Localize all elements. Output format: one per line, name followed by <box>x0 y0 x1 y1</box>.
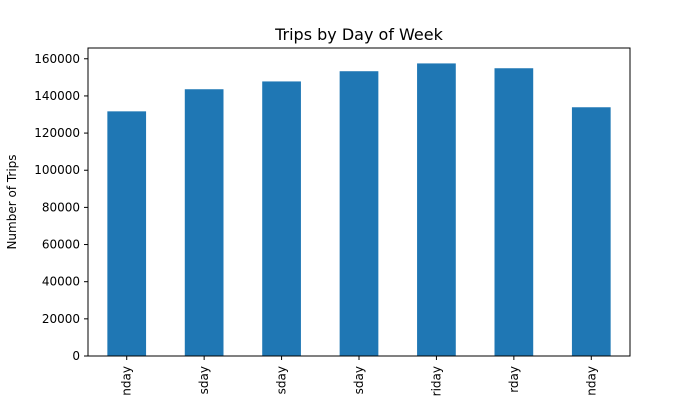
x-tick-label: riday <box>429 366 443 396</box>
bar-friday <box>417 63 456 356</box>
x-tick-label: nday <box>120 366 134 396</box>
plot-frame <box>87 47 631 357</box>
y-axis-ticks: 0 20000 40000 60000 80000 100000 120000 140000 1… <box>34 52 88 363</box>
y-tick-label: 140000 <box>34 89 80 103</box>
bar-wednesday <box>262 81 301 357</box>
x-tick-label: sday <box>197 366 211 394</box>
y-tick-label: 120000 <box>34 126 80 140</box>
x-tick-label: sday <box>275 366 289 394</box>
bar-sunday <box>571 107 611 357</box>
y-tick-label: 160000 <box>34 52 80 66</box>
y-tick-label: 0 <box>72 349 80 363</box>
y-tick-label: 40000 <box>42 275 80 289</box>
x-tick-label: nday <box>584 366 598 396</box>
x-tick-label: rday <box>507 366 521 393</box>
bar-tuesday <box>184 89 224 356</box>
y-tick-label: 60000 <box>42 238 80 252</box>
y-tick-label: 20000 <box>42 312 80 326</box>
chart-title: Trips by Day of Week <box>274 25 443 44</box>
bars-layer <box>107 63 611 357</box>
bar-thursday <box>339 71 379 356</box>
y-axis-title: Number of Trips <box>5 154 19 249</box>
x-tick-label: sday <box>352 366 366 394</box>
y-tick-label: 100000 <box>34 163 80 177</box>
bar-saturday <box>494 68 534 357</box>
x-axis-ticks: nday sday sday sday riday rday nday <box>120 356 598 396</box>
bar-monday <box>107 111 147 357</box>
y-tick-label: 80000 <box>42 200 80 214</box>
